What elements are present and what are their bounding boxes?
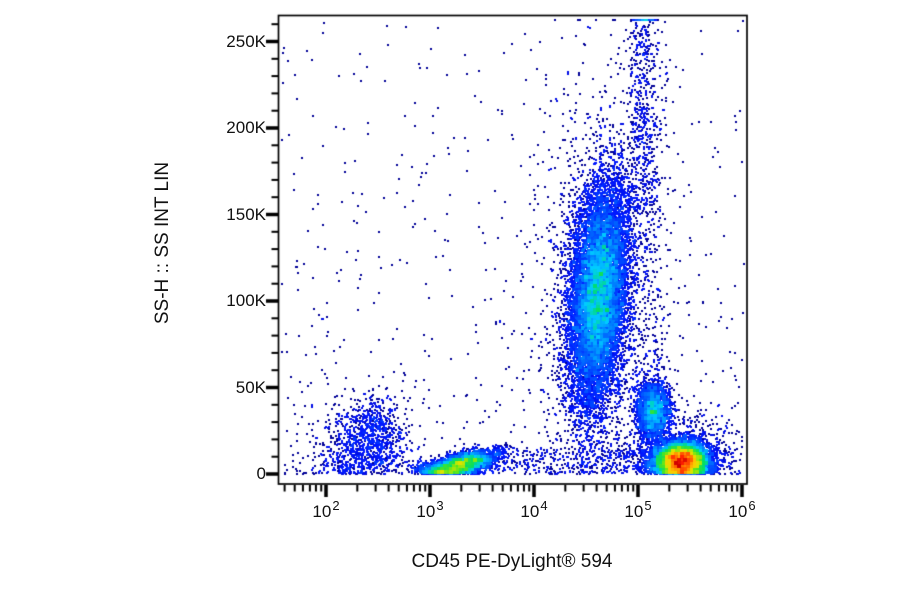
y-tick-label: 250K: [226, 31, 266, 51]
x-tick-label: 105: [624, 498, 652, 521]
y-tick-label: 150K: [226, 204, 266, 224]
y-tick-label: 200K: [226, 118, 266, 137]
x-tick-label: 103: [416, 498, 444, 521]
y-tick-label: 50K: [235, 377, 266, 397]
y-tick-label: 100K: [226, 291, 266, 310]
y-axis-title: SS-H :: SS INT LIN: [152, 161, 173, 325]
y-tick-label: 0: [256, 464, 266, 483]
x-tick-label: 102: [312, 498, 340, 521]
x-tick-label: 104: [520, 498, 548, 521]
x-axis-title: CD45 PE-DyLight® 594: [411, 551, 613, 572]
x-tick-label: 106: [728, 498, 756, 521]
